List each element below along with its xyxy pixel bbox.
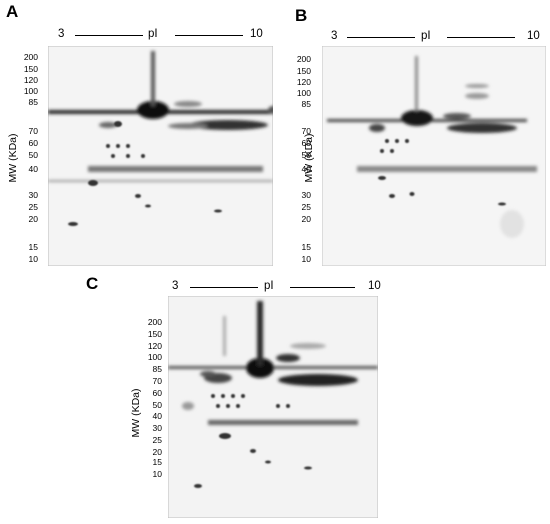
mw-tick: 25 (301, 202, 311, 212)
mw-tick: 30 (301, 190, 311, 200)
mw-tick: 20 (152, 447, 162, 457)
mw-tick: 200 (296, 54, 311, 64)
mw-tick: 20 (301, 214, 311, 224)
mw-tick: 120 (296, 77, 311, 87)
pi-max-label: 10 (250, 28, 263, 40)
pi-axis-line-right (447, 37, 515, 38)
pi-axis-line-left (347, 37, 415, 38)
mw-tick: 50 (301, 150, 311, 160)
pi-min-label: 3 (172, 280, 179, 292)
mw-tick: 50 (28, 150, 38, 160)
mw-tick: 25 (28, 202, 38, 212)
mw-tick: 60 (28, 138, 38, 148)
mw-tick: 120 (23, 75, 38, 85)
pi-axis-label: pI (148, 28, 158, 40)
mw-tick: 200 (23, 52, 38, 62)
mw-tick: 15 (28, 242, 38, 252)
mw-tick: 40 (152, 411, 162, 421)
panel-label: B (295, 6, 308, 25)
mw-tick: 70 (152, 376, 162, 386)
gel-image (48, 46, 273, 266)
mw-tick: 15 (301, 242, 311, 252)
mw-tick: 120 (147, 341, 162, 351)
mw-tick: 25 (152, 435, 162, 445)
mw-tick: 15 (152, 457, 162, 467)
gel-image (168, 296, 378, 518)
mw-tick: 40 (28, 164, 38, 174)
pi-axis-line-right (175, 35, 243, 36)
pi-axis-label: pI (421, 30, 431, 42)
mw-tick: 85 (301, 99, 311, 109)
mw-tick: 85 (28, 97, 38, 107)
mw-tick: 150 (147, 329, 162, 339)
mw-tick: 150 (296, 66, 311, 76)
pi-max-label: 10 (527, 30, 540, 42)
pi-min-label: 3 (331, 30, 338, 42)
mw-tick: 60 (152, 388, 162, 398)
mw-tick: 70 (301, 126, 311, 136)
mw-tick: 50 (152, 400, 162, 410)
pi-axis-line-left (190, 287, 258, 288)
mw-tick: 20 (28, 214, 38, 224)
mw-tick: 60 (301, 138, 311, 148)
pi-axis-line-left (75, 35, 143, 36)
mw-tick: 100 (296, 88, 311, 98)
mw-tick: 10 (152, 469, 162, 479)
mw-tick: 85 (152, 364, 162, 374)
panel-label: C (86, 274, 99, 293)
mw-tick: 100 (23, 86, 38, 96)
pi-axis-line-right (290, 287, 355, 288)
mw-tick: 200 (147, 317, 162, 327)
mw-tick: 30 (152, 423, 162, 433)
mw-tick: 40 (301, 164, 311, 174)
mw-tick: 150 (23, 64, 38, 74)
gel-image (322, 46, 546, 266)
mw-tick: 10 (28, 254, 38, 264)
pi-max-label: 10 (368, 280, 381, 292)
mw-tick: 30 (28, 190, 38, 200)
pi-axis-label: pI (264, 280, 274, 292)
mw-tick: 100 (147, 352, 162, 362)
mw-tick: 70 (28, 126, 38, 136)
mw-tick: 10 (301, 254, 311, 264)
panel-label: A (6, 2, 19, 21)
pi-min-label: 3 (58, 28, 65, 40)
